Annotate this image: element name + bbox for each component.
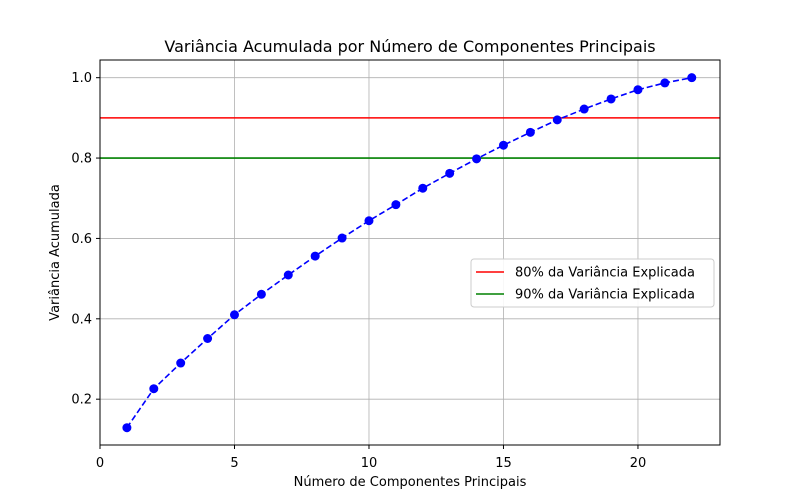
data-point [418, 183, 428, 193]
legend-label-red: 80% da Variância Explicada [515, 266, 695, 281]
data-point [525, 127, 535, 137]
x-tick-label: 15 [495, 456, 512, 471]
data-point [364, 216, 374, 226]
data-point [660, 78, 670, 88]
x-tick-label: 20 [630, 456, 647, 471]
data-point [256, 289, 266, 299]
legend-box [470, 258, 715, 308]
data-point [579, 104, 589, 114]
legend: 80% da Variância Explicada 90% da Variân… [470, 258, 715, 308]
y-axis-label: Variância Acumulada [48, 184, 63, 321]
x-tick-label: 10 [361, 456, 378, 471]
data-point [687, 73, 697, 83]
y-tick-label: 0.8 [71, 152, 92, 167]
x-axis-label: Número de Componentes Principais [294, 475, 527, 490]
chart-title: Variância Acumulada por Número de Compon… [164, 37, 655, 56]
data-point [337, 233, 347, 243]
reference-lines [100, 117, 720, 159]
data-point [391, 200, 401, 210]
data-point [229, 310, 239, 320]
data-point [149, 384, 159, 394]
y-tick-label: 0.4 [71, 312, 92, 327]
data-point [498, 140, 508, 150]
data-point [445, 168, 455, 178]
data-point [203, 334, 213, 344]
axis-ticks: 0 5 10 15 20 0.2 0.4 0.6 0.8 1.0 [71, 71, 646, 471]
data-point [122, 423, 132, 433]
y-tick-label: 1.0 [71, 71, 92, 86]
y-tick-label: 0.2 [71, 393, 92, 408]
x-tick-label: 0 [96, 456, 104, 471]
y-tick-label: 0.6 [71, 232, 92, 247]
data-point [176, 358, 186, 368]
data-point [606, 94, 616, 104]
data-point [633, 85, 643, 95]
legend-label-green: 90% da Variância Explicada [515, 288, 695, 303]
x-tick-label: 5 [230, 456, 238, 471]
data-point [283, 270, 293, 280]
data-point [472, 154, 482, 164]
data-point [552, 115, 562, 125]
data-series [122, 73, 697, 433]
series-line [126, 76, 692, 429]
data-point [310, 251, 320, 261]
axes-frame [99, 59, 721, 446]
